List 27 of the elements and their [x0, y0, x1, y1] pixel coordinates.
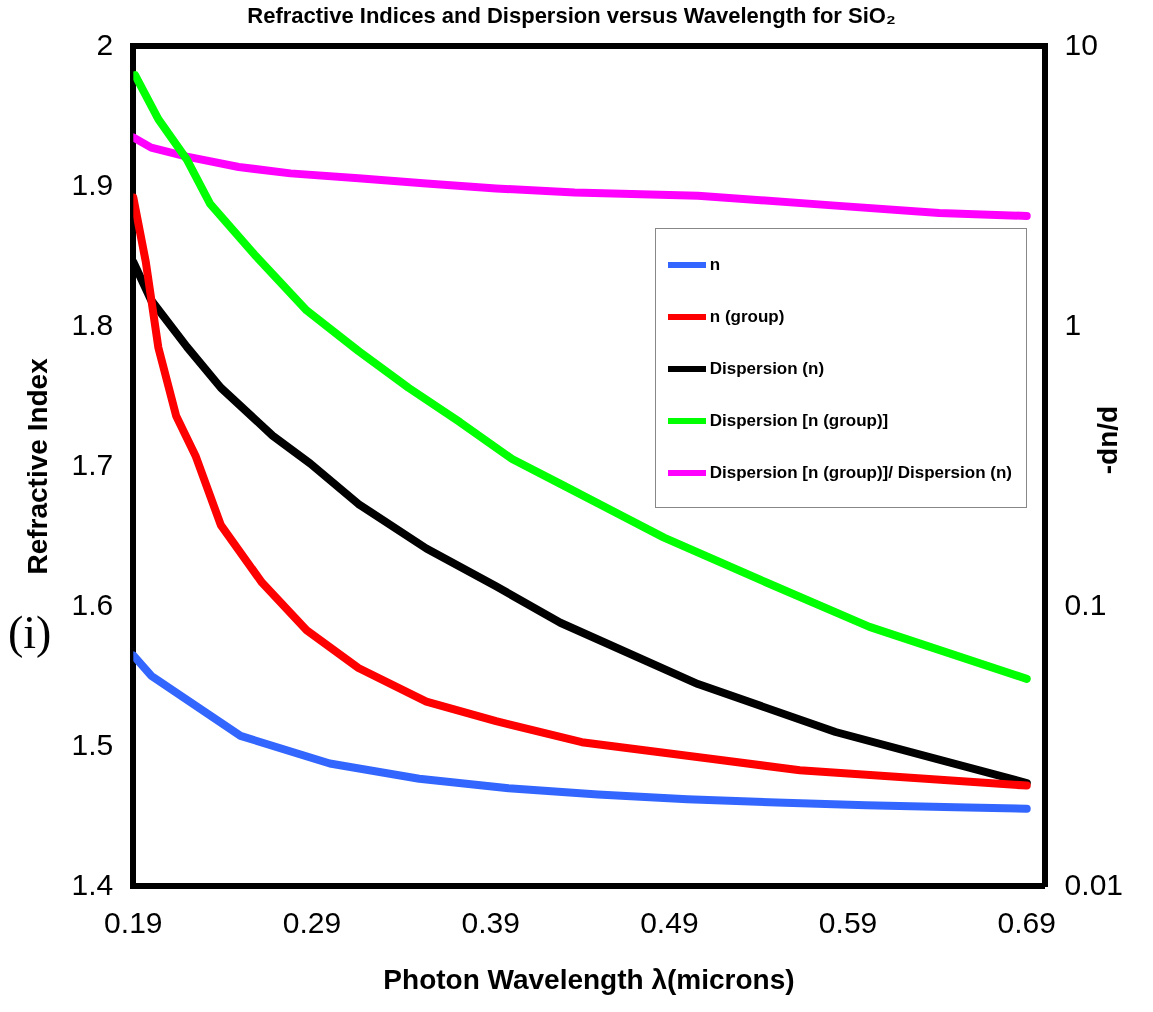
y2-tick-label: 1: [1064, 307, 1082, 341]
x-tick-label: 0.49: [640, 905, 699, 939]
y2-tick-label: 10: [1064, 27, 1098, 61]
y-tick-label: 2: [96, 27, 114, 61]
y2-axis-title: -dn/d: [1092, 405, 1124, 475]
x-tick-label: 0.29: [282, 905, 342, 939]
chart-title: Refractive Indices and Dispersion versus Wavelength for SiO₂: [247, 3, 896, 29]
y-tick-label: 1.4: [71, 867, 114, 901]
text: (i): [8, 606, 52, 659]
x-tick-label: 0.39: [461, 905, 520, 939]
y2-tick-label: 0.01: [1064, 867, 1123, 901]
y-axis-title: Refractive Index: [21, 357, 53, 575]
y2-tick-label: 0.1: [1064, 587, 1107, 621]
legend-label: Dispersion (n): [709, 359, 825, 379]
x-tick-label: 0.69: [997, 905, 1056, 939]
y-tick-label: 1.5: [71, 727, 114, 761]
legend-label: n (group): [709, 307, 785, 327]
legend-label: Dispersion [n (group)]: [709, 411, 889, 431]
legend-label: Dispersion [n (group)]/ Dispersion (n): [709, 463, 1012, 483]
y-tick-label: 1.6: [71, 587, 114, 621]
x-tick-label: 0.19: [104, 905, 163, 939]
y-tick-label: 1.7: [71, 447, 114, 481]
y-tick-label: 1.9: [71, 167, 114, 201]
x-tick-label: 0.59: [818, 905, 878, 939]
x-axis-title: Photon Wavelength λ(microns): [383, 963, 795, 995]
legend-label: n: [709, 255, 721, 275]
y-tick-label: 1.8: [71, 307, 114, 341]
